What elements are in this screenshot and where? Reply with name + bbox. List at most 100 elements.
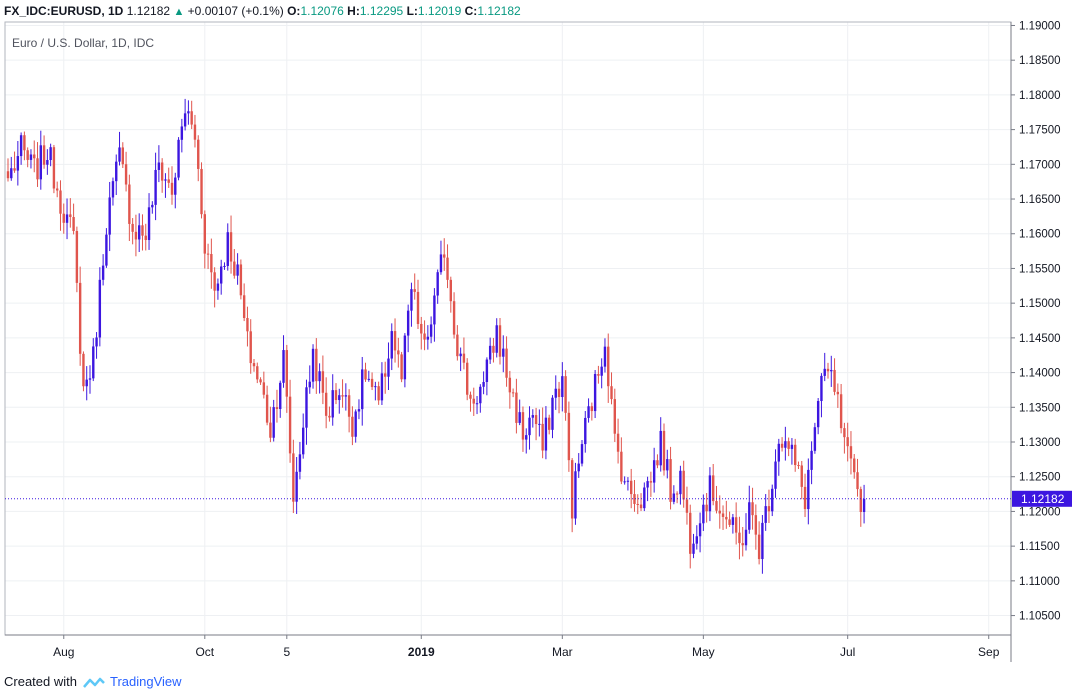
candle-body — [744, 529, 748, 546]
candle-body — [328, 415, 331, 418]
candle-body — [548, 417, 551, 430]
footer-credit: Created with TradingView — [4, 674, 182, 689]
candle-body — [551, 397, 554, 430]
candle-body — [13, 168, 16, 171]
candle-body — [269, 422, 272, 438]
y-tick-label: 1.19000 — [1019, 20, 1061, 32]
candle-body — [174, 177, 177, 195]
candle-body — [298, 454, 302, 472]
candle-body — [154, 169, 157, 205]
candle-body — [108, 197, 111, 235]
candle-body — [193, 124, 197, 140]
candle-body — [183, 113, 187, 127]
candle-body — [406, 310, 410, 336]
candle-body — [741, 543, 744, 546]
candle-body — [285, 350, 288, 397]
candle-body — [33, 154, 36, 159]
candle-body — [279, 382, 282, 410]
y-tick-label: 1.11000 — [1019, 576, 1060, 588]
candle-body — [836, 391, 840, 395]
candle-body — [213, 272, 216, 291]
price-chart[interactable]: 1.19000 1.18500 1.18000 1.17500 1.17000 1.165… — [0, 0, 1078, 670]
y-tick-label: 1.12000 — [1019, 506, 1061, 518]
candle-body — [134, 231, 138, 240]
candle-body — [472, 398, 475, 404]
candle-body — [197, 139, 200, 169]
candle-body — [672, 493, 676, 502]
candle-body — [666, 459, 669, 471]
candle-body — [728, 519, 731, 525]
candle-body — [203, 214, 206, 254]
symbol-title[interactable]: FX_IDC:EURUSD, 1D — [4, 4, 124, 18]
candle-body — [167, 179, 170, 183]
candle-body — [794, 444, 797, 466]
candle-body — [420, 323, 423, 334]
x-tick-label: Sep — [978, 645, 1000, 659]
candle-body — [748, 502, 751, 530]
up-arrow-icon: ▲ — [173, 6, 185, 18]
candle-body — [521, 412, 525, 440]
y-tick-label: 1.17500 — [1019, 125, 1061, 137]
tradingview-logo-icon — [82, 677, 105, 688]
candle-body — [849, 446, 853, 459]
candle-body — [331, 390, 334, 418]
candle-body — [659, 430, 662, 466]
candle-body — [308, 381, 311, 388]
candle-body — [242, 295, 246, 319]
candle-body — [626, 480, 630, 482]
low-label: L: — [406, 4, 418, 18]
candle-body — [662, 430, 666, 471]
candle-body — [403, 335, 407, 380]
candle-body — [341, 395, 344, 397]
candle-body — [603, 346, 607, 367]
candle-body — [682, 470, 685, 500]
candle-body — [567, 412, 571, 461]
candle-body — [282, 350, 285, 383]
candle-body — [830, 369, 833, 372]
x-tick-label: May — [692, 645, 715, 659]
candle-body — [771, 488, 774, 512]
candle-body — [639, 504, 643, 509]
candle-body — [531, 415, 534, 418]
candle-body — [377, 386, 380, 401]
candle-body — [777, 443, 780, 462]
candle-body — [679, 470, 682, 495]
candle-body — [649, 481, 653, 483]
candle-body — [29, 154, 33, 160]
tradingview-brand[interactable]: TradingView — [110, 674, 182, 689]
candle-body — [288, 396, 292, 454]
candle-body — [10, 168, 13, 179]
candle-body — [820, 375, 823, 402]
last-price-badge: 1.12182 — [1012, 490, 1072, 507]
candle-body — [433, 295, 436, 325]
candle-body — [705, 504, 708, 512]
candle-body — [534, 415, 538, 425]
candle-body — [495, 325, 498, 353]
candle-body — [613, 399, 616, 434]
candle-body — [554, 388, 557, 398]
candle-body — [239, 264, 243, 296]
candle-body — [157, 162, 161, 170]
candle-body — [515, 392, 518, 423]
candle-body — [131, 223, 134, 232]
candle-body — [426, 336, 430, 340]
candle-body — [816, 401, 820, 428]
candle-body — [229, 232, 233, 262]
candle-body — [479, 386, 482, 404]
y-tick-label: 1.14000 — [1019, 368, 1061, 380]
candle-body — [757, 534, 761, 560]
candle-body — [712, 475, 715, 502]
candle-body — [633, 494, 636, 504]
candle-body — [42, 145, 46, 165]
candle-body — [210, 254, 213, 273]
candle-body — [557, 388, 561, 398]
candle-body — [206, 253, 210, 255]
candle-body — [725, 516, 728, 520]
y-tick-label: 1.14500 — [1019, 333, 1061, 345]
candle-body — [177, 139, 180, 178]
candle-body — [695, 536, 698, 544]
candle-body — [256, 366, 259, 380]
candle-body — [485, 359, 489, 383]
candle-body — [249, 331, 252, 364]
candle-body — [275, 407, 279, 410]
